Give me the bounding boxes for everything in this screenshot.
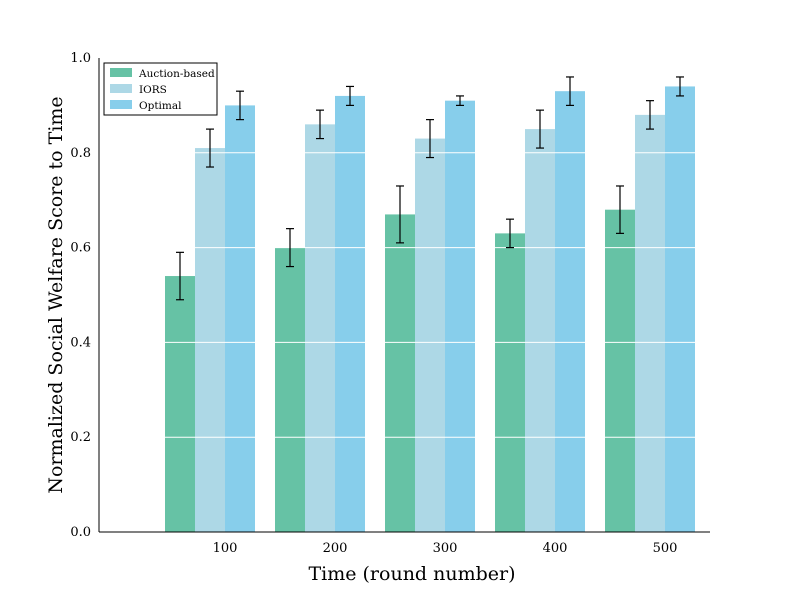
legend: Auction-based IORS Optimal (103, 62, 218, 116)
bar-optimal-500 (665, 86, 695, 532)
y-tick-label-0.8: 0.8 (70, 146, 91, 161)
bar-optimal-400 (555, 91, 585, 533)
x-tick-label-200: 200 (323, 541, 348, 556)
bar-auction-based-500 (605, 209, 635, 532)
y-tick-label-1.0: 1.0 (70, 51, 91, 66)
x-axis-title: Time (round number) (308, 563, 515, 585)
bar-iors-500 (635, 114, 665, 532)
axes (98, 58, 710, 533)
gridlines (99, 152, 710, 438)
y-tick-label-0.6: 0.6 (70, 241, 91, 256)
x-tick-label-100: 100 (213, 541, 238, 556)
y-tick-label-0.4: 0.4 (70, 335, 91, 350)
x-tick-label-300: 300 (433, 541, 458, 556)
bar-auction-based-400 (495, 233, 525, 532)
legend-label-auction-based: Auction-based (138, 68, 215, 80)
tick-labels: 100 200 300 400 500 0.0 0.2 0.4 0.6 0.8 1.0 (70, 51, 677, 556)
bar-iors-100 (195, 148, 225, 532)
bar-optimal-300 (445, 100, 475, 532)
legend-swatch-optimal (110, 100, 132, 109)
legend-label-iors: IORS (139, 84, 167, 96)
bar-auction-based-200 (275, 247, 305, 532)
x-tick-label-400: 400 (543, 541, 568, 556)
bar-auction-based-300 (385, 214, 415, 533)
legend-swatch-auction-based (110, 68, 132, 77)
bar-iors-400 (525, 129, 555, 532)
error-bars (176, 76, 684, 301)
y-tick-label-0.2: 0.2 (70, 430, 91, 445)
bar-optimal-100 (225, 105, 255, 533)
bar-auction-based-100 (165, 276, 195, 532)
bar-iors-300 (415, 138, 445, 532)
bars-layer (165, 86, 695, 533)
x-tick-label-500: 500 (653, 541, 678, 556)
y-axis-title: Normalized Social Welfare Score to Time (45, 96, 67, 493)
y-tick-label-0.0: 0.0 (70, 525, 91, 540)
bar-optimal-200 (335, 95, 365, 533)
legend-swatch-iors (110, 84, 132, 93)
legend-label-optimal: Optimal (139, 100, 182, 112)
bar-iors-200 (305, 124, 335, 533)
